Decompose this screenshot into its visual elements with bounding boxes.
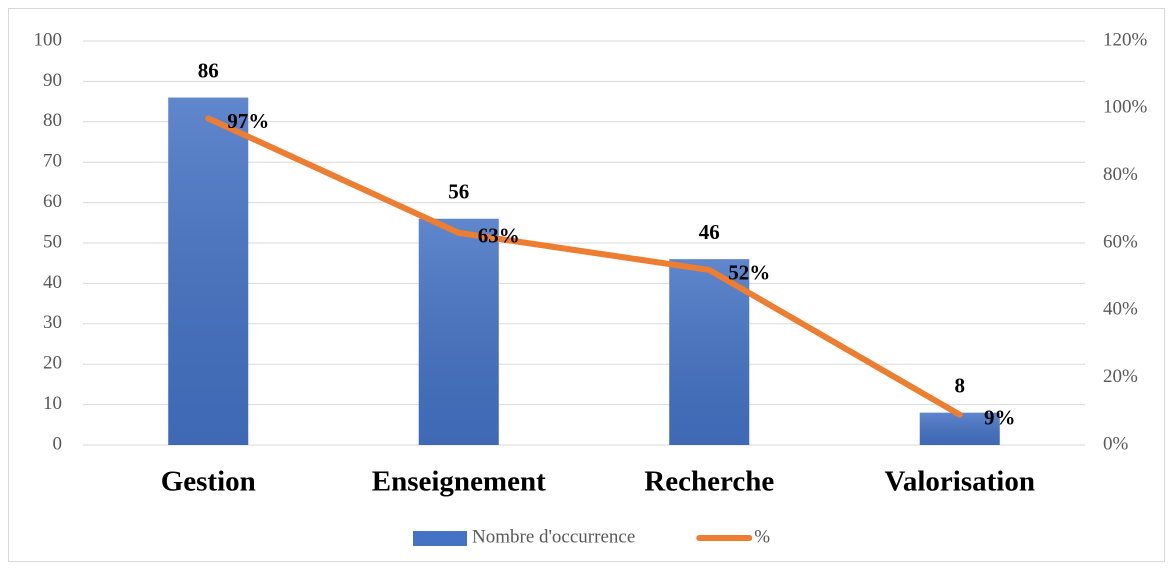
y-tick-label: 60 bbox=[43, 191, 62, 212]
data-label: 97% bbox=[227, 109, 269, 133]
bar-shade bbox=[919, 412, 1000, 445]
y2-tick-label: 120% bbox=[1103, 29, 1148, 50]
x-tick-label: Recherche bbox=[644, 466, 774, 498]
y2-tick-label: 40% bbox=[1103, 299, 1138, 320]
y-tick-label: 90 bbox=[43, 70, 62, 91]
y-tick-label: 40 bbox=[43, 272, 62, 293]
y-tick-label: 10 bbox=[43, 393, 62, 414]
y-tick-label: 80 bbox=[43, 110, 62, 131]
data-label: 63% bbox=[478, 224, 520, 248]
y-tick-label: 50 bbox=[43, 231, 62, 252]
y-tick-label: 20 bbox=[43, 353, 62, 374]
y2-tick-label: 80% bbox=[1103, 164, 1138, 185]
bar-shade bbox=[418, 218, 499, 445]
y-tick-label: 100 bbox=[34, 29, 63, 50]
data-label: 56 bbox=[448, 180, 469, 204]
bar-shade bbox=[669, 259, 750, 445]
y2-tick-label: 0% bbox=[1103, 433, 1129, 454]
data-label: 52% bbox=[728, 261, 770, 285]
legend-label: Nombre d'occurrence bbox=[472, 526, 635, 547]
data-label: 86 bbox=[198, 58, 219, 82]
legend-label: % bbox=[754, 526, 770, 547]
data-label: 46 bbox=[699, 220, 720, 244]
y-tick-label: 70 bbox=[43, 151, 62, 172]
legend-swatch bbox=[413, 531, 467, 546]
x-tick-label: Valorisation bbox=[885, 466, 1035, 498]
bar-shade bbox=[168, 97, 249, 445]
x-tick-label: Gestion bbox=[161, 466, 256, 498]
data-label: 9% bbox=[984, 406, 1016, 430]
y2-tick-label: 60% bbox=[1103, 231, 1138, 252]
y-tick-label: 0 bbox=[53, 433, 63, 454]
x-tick-label: Enseignement bbox=[372, 466, 546, 498]
y-tick-label: 30 bbox=[43, 312, 62, 333]
y2-tick-label: 100% bbox=[1103, 97, 1148, 118]
line bbox=[205, 115, 963, 418]
y2-tick-label: 20% bbox=[1103, 366, 1138, 387]
data-label: 8 bbox=[955, 373, 966, 397]
